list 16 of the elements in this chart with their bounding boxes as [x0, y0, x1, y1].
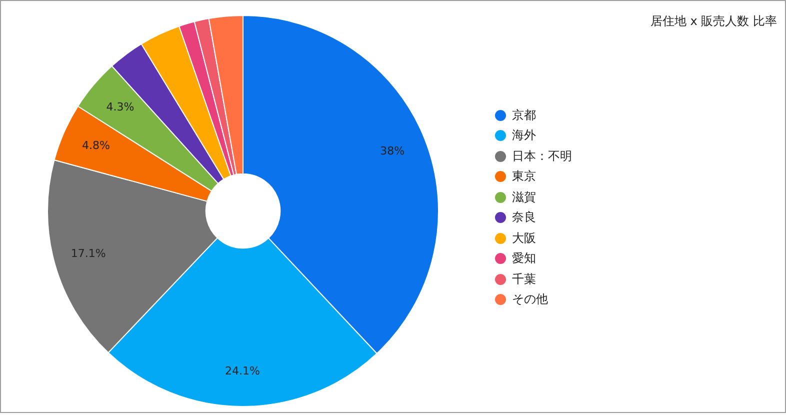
legend-label: 愛知: [512, 250, 536, 268]
data-label: 24.1%: [225, 364, 260, 378]
text: 居住地 x 販売人数 比率: [650, 13, 777, 30]
legend-label: 海外: [512, 127, 536, 144]
legend-label: 大阪: [512, 230, 536, 247]
data-label: 38%: [380, 144, 405, 158]
data-label: 4.3%: [106, 100, 134, 114]
legend-label: 日本：不明: [512, 148, 572, 165]
legend-label: 東京: [512, 168, 536, 186]
legend-label: 奈良: [512, 209, 536, 226]
data-label: 17.1%: [70, 247, 106, 260]
legend-label: 京都: [512, 106, 536, 124]
legend-label: 千葉: [512, 270, 536, 288]
data-label: 4.8%: [82, 139, 110, 152]
legend-label: 滋賀: [512, 188, 536, 206]
legend-label: その他: [512, 291, 548, 308]
